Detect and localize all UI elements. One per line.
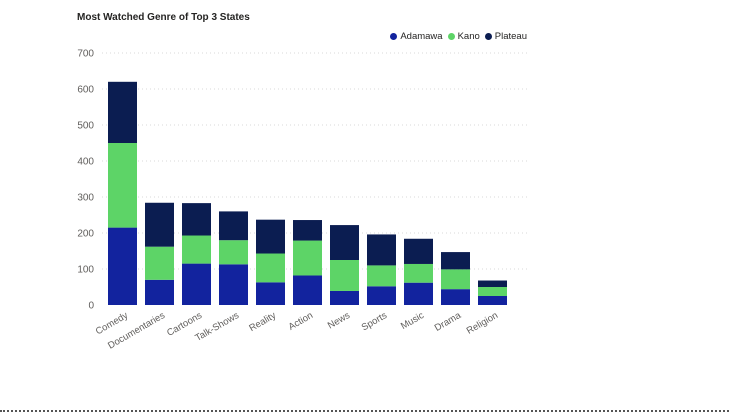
y-tick-label: 300 <box>77 193 94 204</box>
bar-plateau-sports[interactable] <box>367 234 396 266</box>
bar-adamawa-news[interactable] <box>330 290 359 305</box>
bar-kano-news[interactable] <box>330 260 359 291</box>
legend-swatch-kano <box>447 33 455 40</box>
bar-kano-music[interactable] <box>404 263 433 283</box>
x-tick-label: Religion <box>465 310 500 337</box>
x-tick-label: News <box>326 310 352 332</box>
legend-item-adamawa[interactable]: Adamawa <box>390 31 443 42</box>
bar-kano-action[interactable] <box>293 240 322 276</box>
bar-plateau-documentaries[interactable] <box>145 202 174 247</box>
bottom-divider <box>0 410 729 412</box>
legend-label-plateau: Plateau <box>494 31 527 42</box>
bar-adamawa-sports[interactable] <box>367 286 396 305</box>
bar-adamawa-cartoons[interactable] <box>182 263 211 305</box>
bar-adamawa-documentaries[interactable] <box>145 279 174 305</box>
y-tick-label: 0 <box>88 301 94 312</box>
legend-label-adamawa: Adamawa <box>400 31 443 42</box>
bar-plateau-drama[interactable] <box>441 252 470 270</box>
bar-adamawa-religion[interactable] <box>478 296 507 305</box>
bar-kano-documentaries[interactable] <box>145 246 174 280</box>
legend-swatch-plateau <box>484 33 492 40</box>
bar-plateau-reality[interactable] <box>256 219 285 254</box>
chart-title: Most Watched Genre of Top 3 States <box>77 12 250 23</box>
y-tick-label: 400 <box>77 157 94 168</box>
bar-plateau-news[interactable] <box>330 225 359 260</box>
bar-adamawa-talk-shows[interactable] <box>219 264 248 305</box>
bar-adamawa-reality[interactable] <box>256 282 285 305</box>
bar-adamawa-comedy[interactable] <box>108 227 137 305</box>
legend-label-kano: Kano <box>457 31 480 42</box>
y-tick-label: 600 <box>77 85 94 96</box>
bar-plateau-talk-shows[interactable] <box>219 211 248 241</box>
y-tick-label: 700 <box>77 49 94 60</box>
legend-item-plateau[interactable]: Plateau <box>484 31 527 42</box>
bar-kano-talk-shows[interactable] <box>219 240 248 265</box>
legend: Adamawa Kano Plateau <box>390 31 527 42</box>
bar-plateau-comedy[interactable] <box>108 81 137 143</box>
legend-swatch-adamawa <box>390 33 398 40</box>
y-tick-label: 500 <box>77 121 94 132</box>
bar-adamawa-action[interactable] <box>293 275 322 305</box>
legend-item-kano[interactable]: Kano <box>447 31 480 42</box>
bar-kano-sports[interactable] <box>367 265 396 287</box>
bar-kano-reality[interactable] <box>256 253 285 283</box>
bar-kano-cartoons[interactable] <box>182 235 211 264</box>
x-tick-label: Reality <box>247 310 278 334</box>
bar-plateau-cartoons[interactable] <box>182 203 211 236</box>
x-tick-label: Drama <box>433 310 464 334</box>
x-tick-label: Sports <box>360 310 389 333</box>
y-tick-label: 100 <box>77 265 94 276</box>
bar-adamawa-drama[interactable] <box>441 289 470 305</box>
bar-adamawa-music[interactable] <box>404 282 433 305</box>
bar-plateau-religion[interactable] <box>478 280 507 287</box>
bar-plateau-action[interactable] <box>293 220 322 241</box>
bar-kano-religion[interactable] <box>478 287 507 296</box>
x-tick-label: Music <box>399 310 426 332</box>
x-tick-label: Action <box>287 310 315 333</box>
bar-kano-drama[interactable] <box>441 269 470 290</box>
bar-kano-comedy[interactable] <box>108 143 137 228</box>
bar-plateau-music[interactable] <box>404 238 433 264</box>
y-tick-label: 200 <box>77 229 94 240</box>
